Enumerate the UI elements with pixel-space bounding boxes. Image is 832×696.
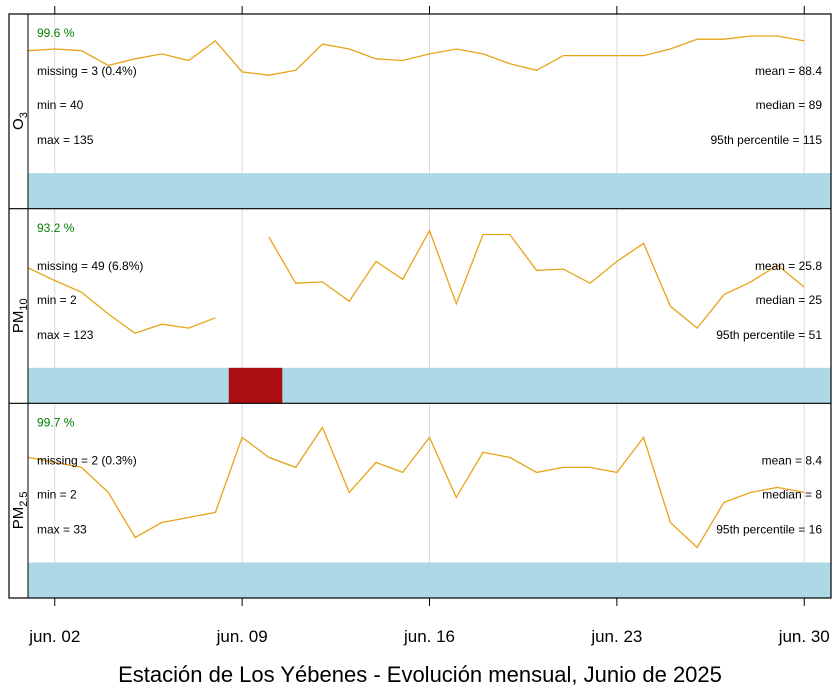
coverage-bar [28,173,831,209]
x-tick-label: jun. 30 [778,627,830,646]
panel-label-sub: 10 [18,298,30,310]
coverage-text: 99.7 % [37,416,75,430]
stat-median: median = 25 [756,293,823,307]
panel-label-sub: 3 [18,112,30,118]
stat-mean: mean = 25.8 [755,259,822,273]
panel-label: PM10 [10,298,30,333]
panel-label: PM2.5 [10,492,30,530]
stat-p95: 95th percentile = 51 [716,328,822,342]
x-tick-label: jun. 02 [28,627,80,646]
series-line [27,229,805,334]
stat-missing: missing = 49 (6.8%) [37,259,143,273]
grid [54,14,805,598]
series-line [27,426,805,549]
panel-label-main: PM [10,311,27,334]
stat-missing: missing = 2 (0.3%) [37,454,137,468]
x-tick-label: jun. 16 [403,627,455,646]
stat-max: max = 33 [37,523,87,537]
panel-label-sub: 2.5 [18,492,30,507]
stat-max: max = 123 [37,328,94,342]
x-tick-label: jun. 23 [590,627,642,646]
stat-mean: mean = 8.4 [762,454,823,468]
stat-max: max = 135 [37,133,94,147]
stat-min: min = 2 [37,293,77,307]
panel-label: O3 [10,112,30,130]
stat-p95: 95th percentile = 115 [710,133,822,147]
stat-min: min = 40 [37,98,84,112]
stat-min: min = 2 [37,488,77,502]
stat-p95: 95th percentile = 16 [716,523,822,537]
stat-median: median = 89 [756,98,823,112]
coverage-bar [28,367,831,404]
panels: 99.6 % missing = 3 (0.4%) min = 40 max = 13… [9,26,831,598]
stat-mean: mean = 88.4 [755,64,822,78]
frame [8,13,832,599]
coverage-text: 93.2 % [37,221,75,235]
coverage-text: 99.6 % [37,26,75,40]
coverage-bar [28,562,831,598]
chart-title: Estación de Los Yébenes - Evolución mens… [118,662,722,687]
panel-label-main: O [10,118,27,130]
series-line [27,35,805,76]
x-tick-label: jun. 09 [216,627,268,646]
panel-label-main: PM [10,507,27,530]
stat-missing: missing = 3 (0.4%) [37,64,137,78]
missing-block [228,367,283,404]
stat-median: median = 8 [762,488,822,502]
